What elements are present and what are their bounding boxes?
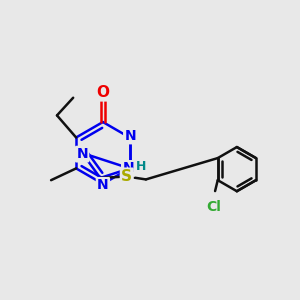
Text: N: N: [124, 129, 136, 143]
Text: N: N: [76, 147, 88, 161]
Text: S: S: [121, 169, 132, 184]
Text: Cl: Cl: [206, 200, 221, 214]
Text: O: O: [96, 85, 110, 100]
Text: N: N: [122, 161, 134, 176]
Text: N: N: [97, 178, 109, 192]
Text: H: H: [136, 160, 146, 173]
